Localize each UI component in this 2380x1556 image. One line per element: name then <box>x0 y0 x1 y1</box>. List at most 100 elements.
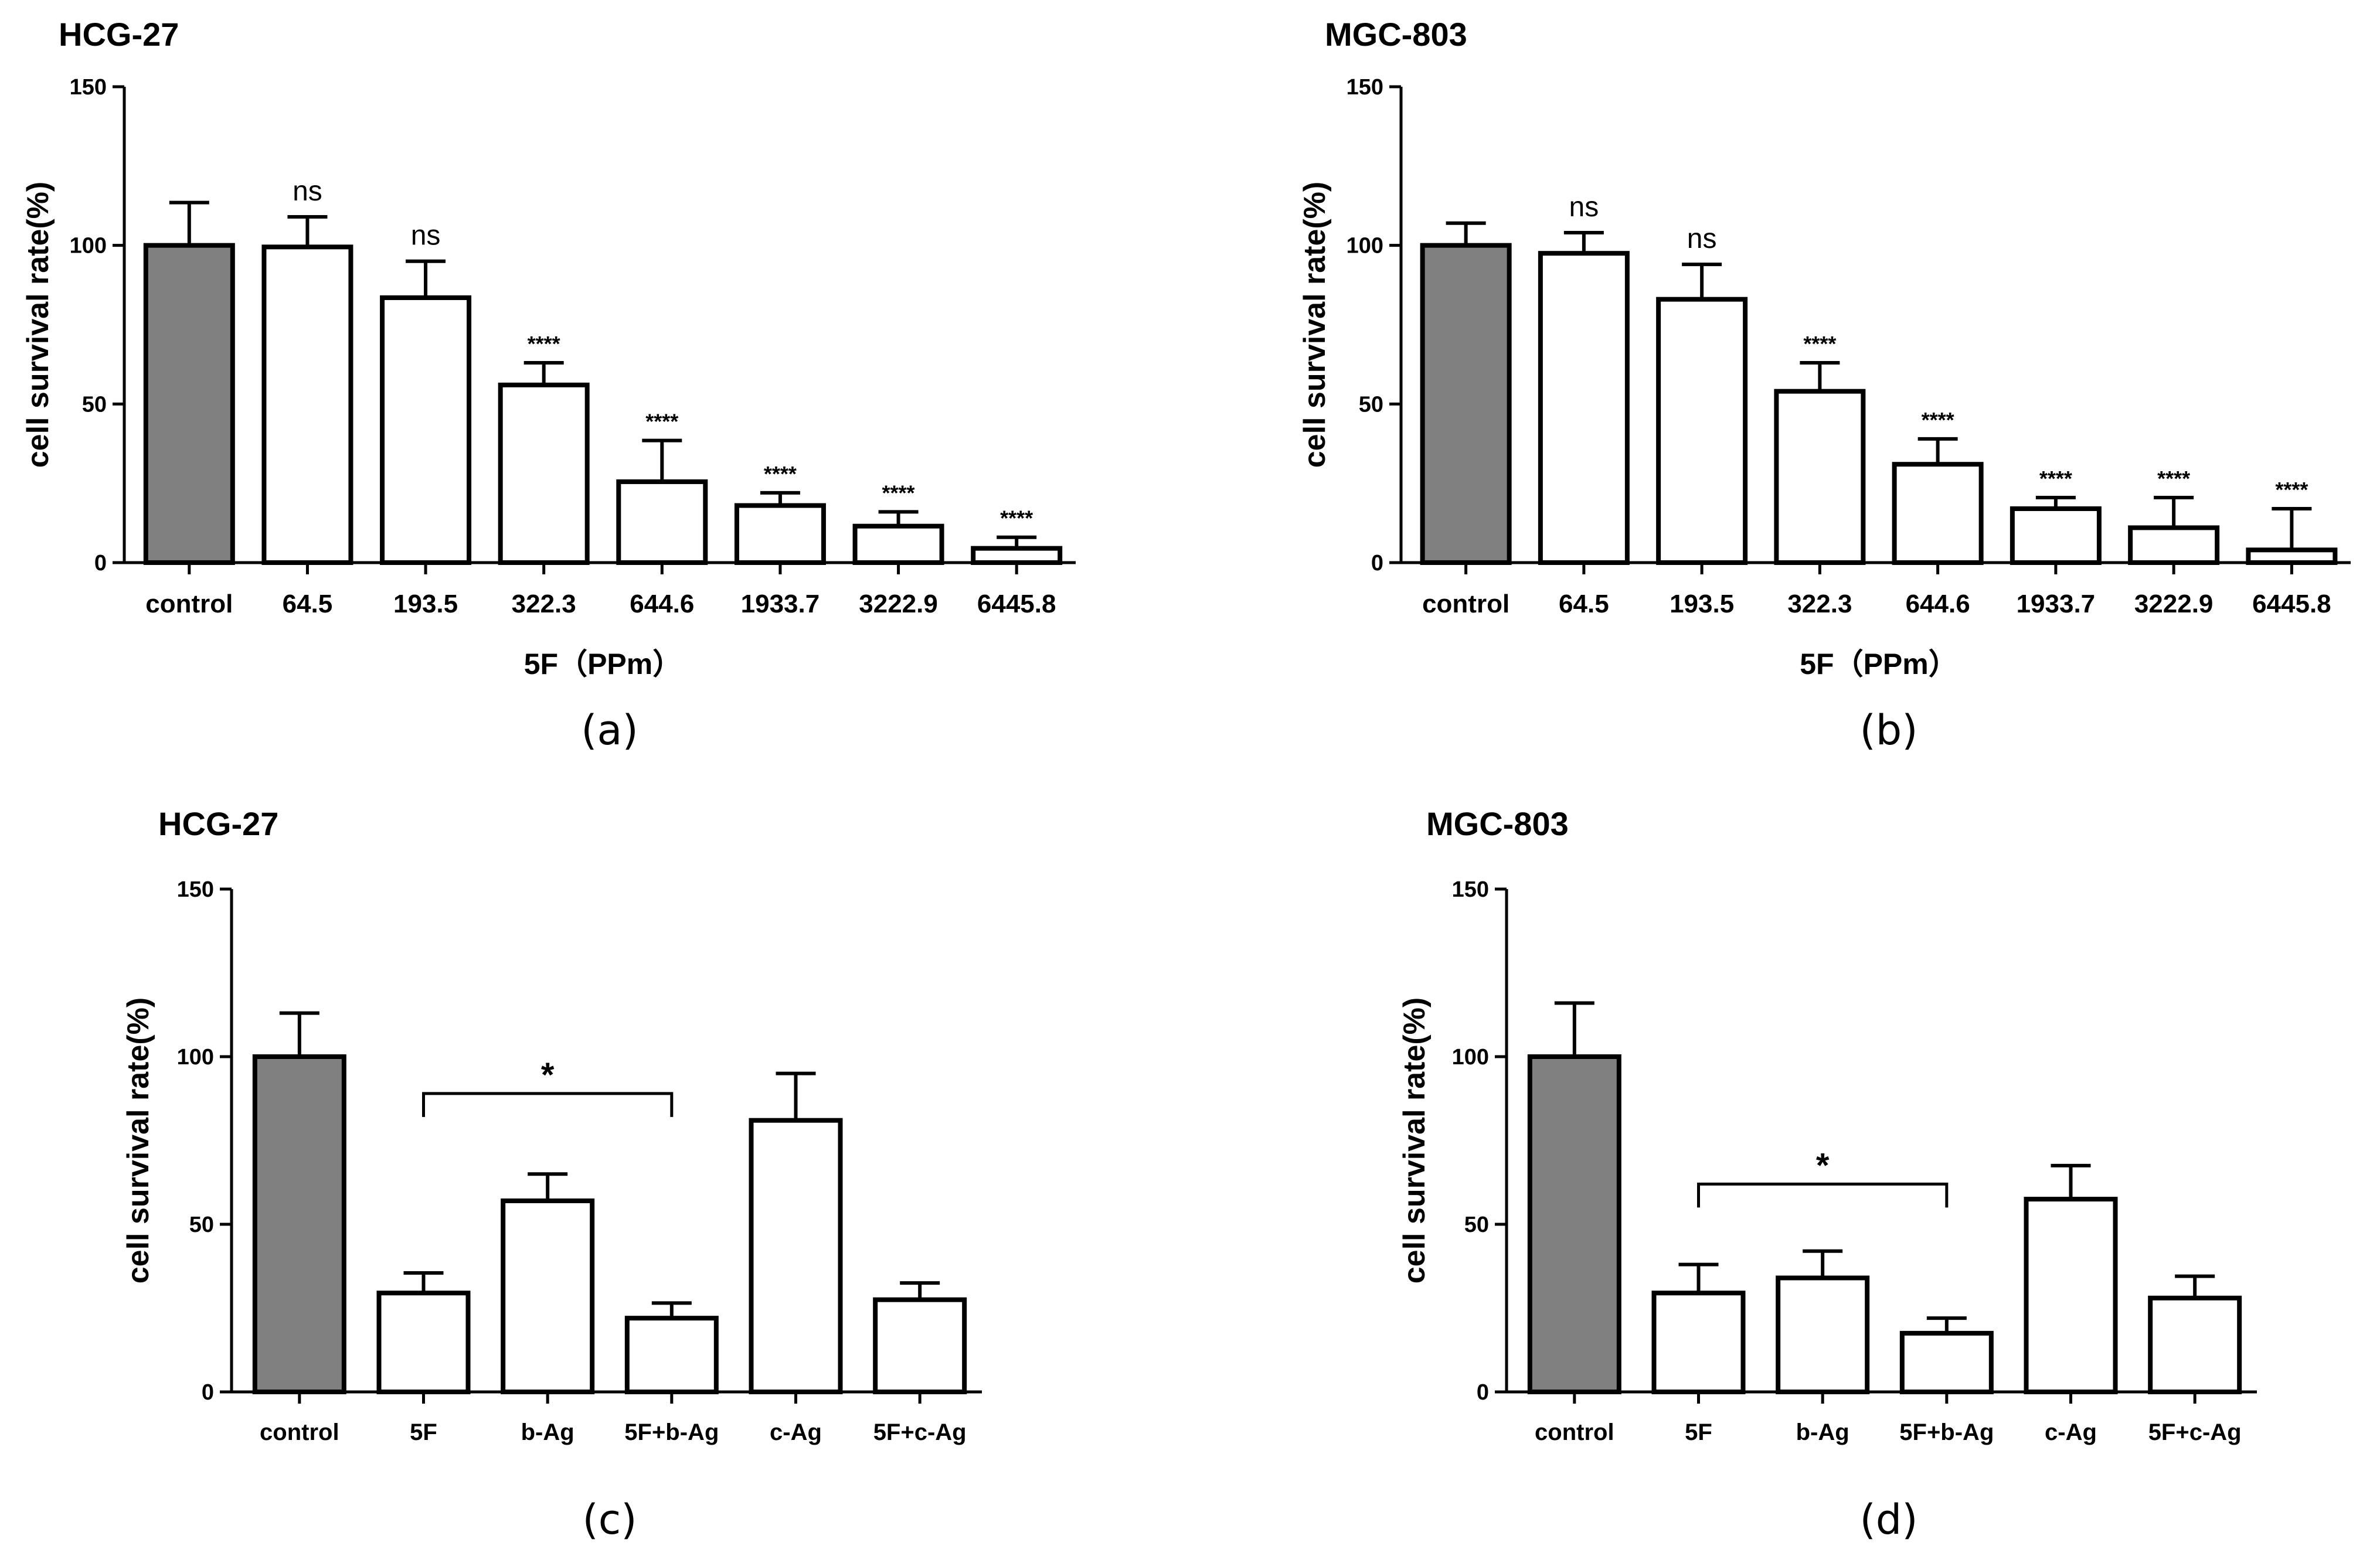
panel-a-significance-2: ns <box>411 220 441 251</box>
panel-a-category-6: 3222.9 <box>859 590 938 618</box>
panel-d-ytick-label-50: 50 <box>1464 1213 1489 1237</box>
panel-b-significance-4: **** <box>1922 408 1954 432</box>
panel-b-ytick-label-100: 100 <box>1347 234 1383 258</box>
panel-b-bar-2 <box>1656 297 1748 565</box>
panel-d-bar-3 <box>1899 1330 1994 1394</box>
panel-b-significance-2: ns <box>1687 223 1717 254</box>
panel-d-category-2: b-Ag <box>1796 1419 1849 1445</box>
panel-c-bar-5 <box>873 1297 967 1394</box>
panel-b-significance-3: **** <box>1803 332 1836 356</box>
panel-a-xlabel: 5F（PPm） <box>524 648 682 680</box>
panel-b-ytick-label-50: 50 <box>1359 392 1383 417</box>
panel-a-bar-6 <box>852 523 944 565</box>
panel-c-category-1: 5F <box>410 1419 437 1445</box>
panel-b-significance-1: ns <box>1569 192 1599 223</box>
panel-a-bar-2 <box>380 295 472 565</box>
panel-d-ytick-label-100: 100 <box>1452 1045 1489 1070</box>
panel-c-ylabel: cell survival rate(%) <box>121 997 155 1283</box>
panel-b-ylabel: cell survival rate(%) <box>1298 182 1332 468</box>
panel-b-category-0: control <box>1422 590 1509 618</box>
panel-d-category-0: control <box>1535 1419 1614 1445</box>
panel-a-bar-4 <box>616 479 708 566</box>
panel-b-bar-0 <box>1420 243 1512 565</box>
panel-b-category-6: 3222.9 <box>2134 590 2214 618</box>
panel-b-category-3: 322.3 <box>1787 590 1852 618</box>
panel-d-ytick-label-0: 0 <box>1477 1380 1489 1405</box>
panel-a-bar-7 <box>971 546 1063 566</box>
panel-c-ytick-label-150: 150 <box>177 877 214 902</box>
panel-a-ytick-label-150: 150 <box>70 75 107 100</box>
panel-b-bar-1 <box>1538 251 1630 565</box>
panel-a-significance-1: ns <box>293 176 322 207</box>
panel-c-category-5: 5F+c-Ag <box>873 1419 967 1445</box>
panel-b-xlabel: 5F（PPm） <box>1800 648 1958 680</box>
panel-d-bar-4 <box>2024 1197 2118 1394</box>
panel-b-category-4: 644.6 <box>1906 590 1970 618</box>
panel-d-bar-2 <box>1776 1275 1870 1395</box>
panel-d-category-1: 5F <box>1685 1419 1712 1445</box>
panel-c-title: HCG-27 <box>158 805 278 842</box>
panel-d-ytick-label-150: 150 <box>1452 877 1489 902</box>
panel-a-bar-1 <box>261 244 353 565</box>
panel-b-category-5: 1933.7 <box>2017 590 2096 618</box>
panel-c-comparison-bracket <box>422 1092 674 1117</box>
panel-c-ytick-label-0: 0 <box>202 1380 214 1405</box>
panel-a-bar-3 <box>498 382 590 565</box>
panel-b-category-1: 64.5 <box>1559 590 1609 618</box>
panel-a-significance-6: **** <box>882 481 915 505</box>
panel-a-ytick-label-0: 0 <box>94 551 107 576</box>
panel-a-category-7: 6445.8 <box>977 590 1056 618</box>
panel-b-bar-5 <box>2010 506 2102 565</box>
panel-c-bar-3 <box>624 1316 719 1394</box>
panel-a-category-1: 64.5 <box>283 590 333 618</box>
panel-c-ytick-label-100: 100 <box>177 1045 214 1070</box>
panel-a-ytick-label-100: 100 <box>70 234 107 258</box>
panel-c-bar-1 <box>376 1291 471 1395</box>
panel-b-bar-7 <box>2246 547 2338 566</box>
panel-a-significance-4: **** <box>645 410 678 434</box>
panel-c-bar-4 <box>749 1118 843 1395</box>
panel-c-bar-0 <box>252 1054 346 1394</box>
panel-a-caption: (a) <box>581 706 638 754</box>
panel-c-category-3: 5F+b-Ag <box>624 1419 719 1445</box>
panel-d-ylabel: cell survival rate(%) <box>1398 997 1432 1283</box>
panel-d-bar-5 <box>2148 1295 2242 1395</box>
panel-a-significance-7: **** <box>1000 506 1033 530</box>
panel-b-bar-6 <box>2128 525 2220 565</box>
panel-a-ytick-label-50: 50 <box>82 392 107 417</box>
panel-b-significance-6: **** <box>2157 467 2190 491</box>
panel-d-category-5: 5F+c-Ag <box>2148 1419 2242 1445</box>
panel-a-significance-3: **** <box>528 332 560 356</box>
panel-b-significance-7: **** <box>2275 478 2308 502</box>
panel-c-caption: (c) <box>582 1496 637 1544</box>
panel-a-category-5: 1933.7 <box>741 590 820 618</box>
panel-a-category-0: control <box>145 590 233 618</box>
panel-c-bar-2 <box>501 1198 595 1394</box>
panel-a-category-4: 644.6 <box>630 590 694 618</box>
panel-d-category-4: c-Ag <box>2045 1419 2097 1445</box>
panel-b-title: MGC-803 <box>1325 16 1467 53</box>
panel-a-title: HCG-27 <box>59 16 179 53</box>
panel-b-ytick-label-150: 150 <box>1347 75 1383 100</box>
panel-d-bar-0 <box>1527 1054 1621 1394</box>
panel-c-ytick-label-50: 50 <box>189 1213 214 1237</box>
panel-d-category-3: 5F+b-Ag <box>1899 1419 1994 1445</box>
panel-b-bar-4 <box>1892 462 1984 565</box>
panel-a-category-2: 193.5 <box>393 590 458 618</box>
panel-c-category-4: c-Ag <box>770 1419 822 1445</box>
panel-b-category-2: 193.5 <box>1670 590 1734 618</box>
panel-c-bracket-label: * <box>541 1056 555 1094</box>
panel-d-comparison-bracket <box>1697 1182 1949 1208</box>
panel-c-category-2: b-Ag <box>521 1419 574 1445</box>
panel-a-bar-0 <box>143 243 235 565</box>
panel-a-category-3: 322.3 <box>512 590 576 618</box>
panel-d-bracket-label: * <box>1816 1146 1830 1184</box>
panel-d-title: MGC-803 <box>1426 805 1569 842</box>
panel-a-significance-5: **** <box>764 462 797 486</box>
panel-b-bar-3 <box>1774 389 1866 565</box>
panel-d-caption: (d) <box>1859 1496 1917 1544</box>
panel-d-bar-1 <box>1651 1291 1746 1395</box>
panel-a-bar-5 <box>734 503 826 565</box>
panel-b-category-7: 6445.8 <box>2252 590 2331 618</box>
